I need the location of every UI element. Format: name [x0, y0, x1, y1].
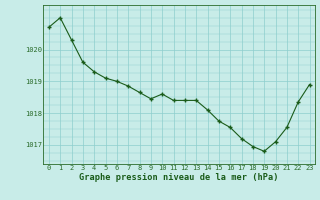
- X-axis label: Graphe pression niveau de la mer (hPa): Graphe pression niveau de la mer (hPa): [79, 173, 279, 182]
